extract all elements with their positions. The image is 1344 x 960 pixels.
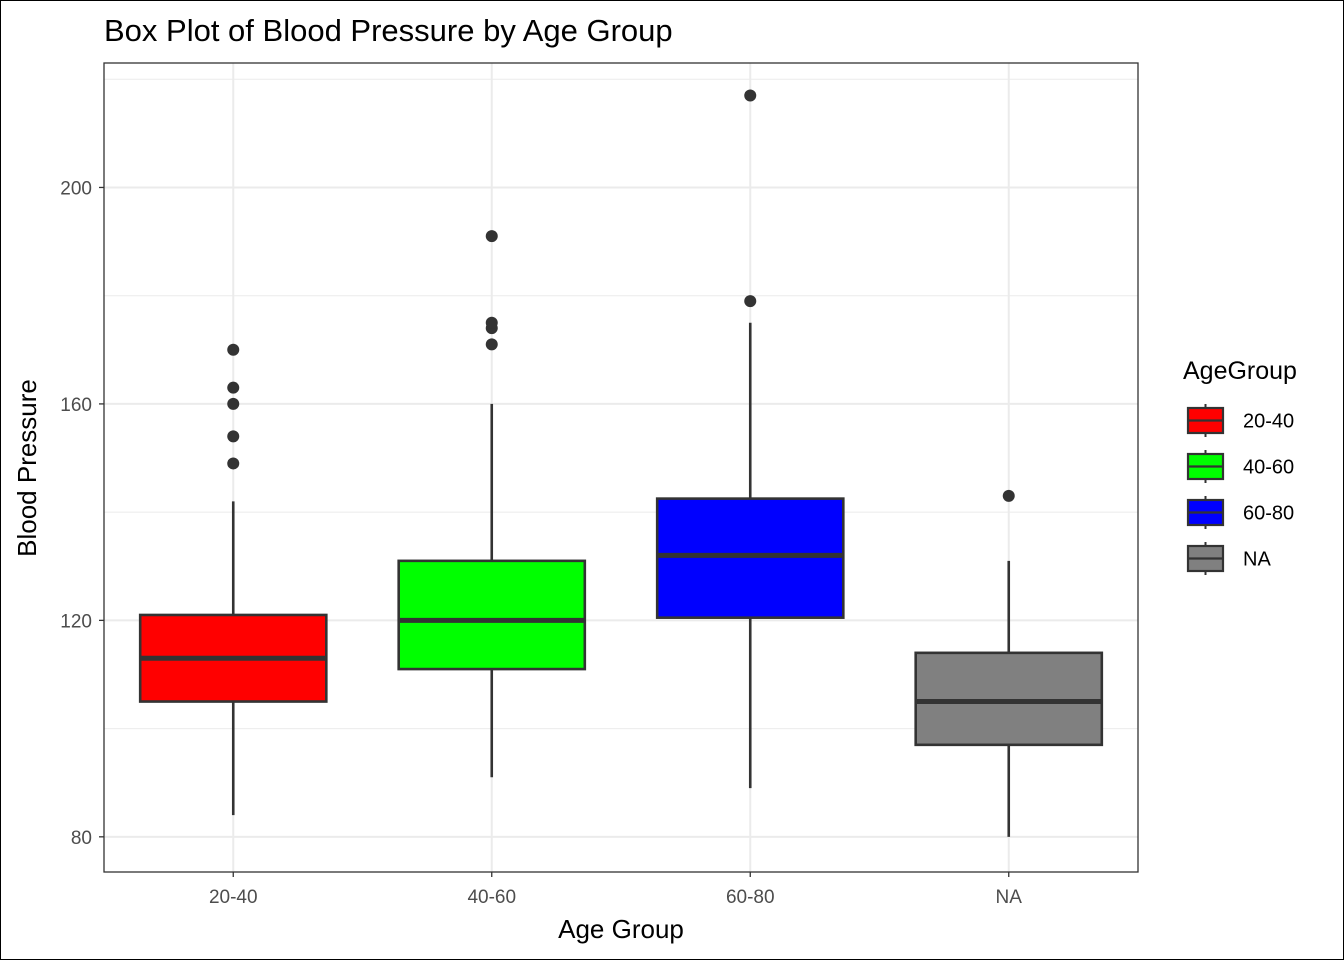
y-tick-label: 80 [71,828,92,849]
x-tick-label: 20-40 [209,887,258,908]
box-series [138,89,1104,837]
legend-label: 60-80 [1243,503,1294,525]
outlier-point [485,316,498,329]
x-tick-label: NA [996,887,1023,908]
chart-title: Box Plot of Blood Pressure by Age Group [104,13,673,48]
legend-item-NA: NA [1186,542,1271,575]
outlier-point [227,381,240,394]
y-axis-title: Blood Pressure [12,379,42,557]
x-tick-label: 60-80 [726,887,775,908]
legend-title: AgeGroup [1183,357,1297,385]
legend: AgeGroup 20-40 40-60 60-80 NA [1183,357,1297,575]
y-tick-label: 200 [60,178,92,199]
box [914,651,1104,747]
outlier-point [227,397,240,410]
legend-item-60-80: 60-80 [1186,496,1294,529]
box [397,559,587,671]
panel-background [104,63,1138,872]
legend-label: 40-60 [1243,457,1294,479]
legend-label: NA [1243,549,1271,571]
box-group-60-80 [655,89,845,789]
panel-border [103,62,1139,873]
x-axis-title: Age Group [558,914,684,944]
plot-panel [103,62,1139,873]
box-group-20-40 [138,343,328,816]
legend-label: 20-40 [1243,411,1294,433]
y-tick-label: 160 [60,395,92,416]
legend-items: 20-40 40-60 60-80 NA [1186,404,1294,575]
outlier-point [227,343,240,356]
y-tick-label: 120 [60,611,92,632]
outlier-point [485,338,498,351]
y-axis: 80 120 160 200 [60,178,104,849]
outlier-point [744,295,757,308]
outlier-point [227,457,240,470]
box-group-40-60 [397,230,587,778]
legend-item-20-40: 20-40 [1186,404,1294,437]
x-axis: 20-40 40-60 60-80 NA [209,872,1022,908]
box [655,497,845,619]
outlier-point [227,430,240,443]
box-group-NA [914,489,1104,837]
outlier-point [744,89,757,102]
legend-item-40-60: 40-60 [1186,450,1294,483]
x-tick-label: 40-60 [467,887,516,908]
outlier-point [485,230,498,243]
outlier-point [1002,489,1015,502]
